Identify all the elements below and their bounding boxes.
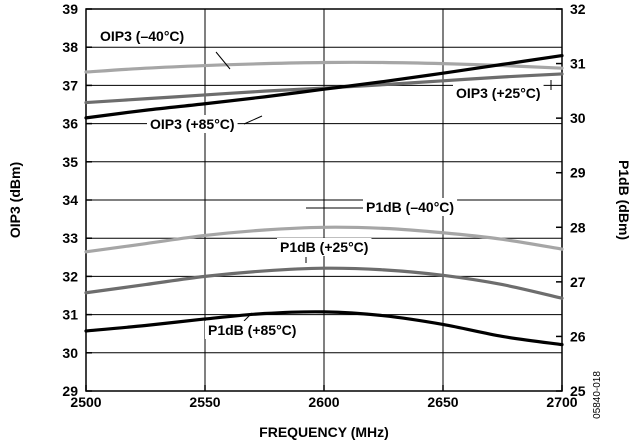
y-left-tick-label: 35 (62, 154, 78, 170)
y-left-tick-label: 29 (62, 383, 78, 399)
y-right-tick-label: 26 (570, 328, 586, 344)
annotation-label-bg (453, 84, 544, 102)
series-line (84, 310, 564, 347)
x-tick-label: 2650 (427, 394, 458, 410)
series-line (84, 266, 564, 300)
annotation-label: OIP3 (+85°C) (150, 116, 235, 132)
y-right-tick-label: 29 (570, 165, 586, 181)
x-tick-label: 2700 (546, 394, 577, 410)
annotation-label-bg (147, 115, 238, 133)
series-line (84, 225, 564, 254)
y-left-tick-label: 31 (62, 307, 78, 323)
annotation-leader (215, 51, 231, 70)
series-line (84, 54, 564, 120)
y-right-tick-label: 30 (570, 110, 586, 126)
y-left-tick-label: 32 (62, 268, 78, 284)
y-right-tick-label: 27 (570, 274, 586, 290)
annotation-label: P1dB (+85°C) (208, 322, 296, 338)
annotation-label: P1dB (–40°C) (366, 199, 454, 215)
y-right-tick-label: 25 (570, 383, 586, 399)
y-left-tick-label: 37 (62, 77, 78, 93)
figure-code: 05840-018 (592, 371, 603, 419)
x-tick-label: 2550 (189, 394, 220, 410)
y-left-tick-label: 34 (62, 192, 78, 208)
y-right-tick-label: 31 (570, 56, 586, 72)
annotation-layer: OIP3 (–40°C) OIP3 (+25°C) OIP3 (+85°C) P1dB… (97, 27, 552, 339)
y-right-tick-label: 28 (570, 219, 586, 235)
y-right-tick-label: 32 (570, 1, 586, 17)
x-tick-label: 2500 (70, 394, 101, 410)
y-left-tick-label: 33 (62, 230, 78, 246)
annotation-label: OIP3 (–40°C) (100, 28, 184, 44)
y-axis-left-title: OIP3 (dBm) (7, 162, 23, 238)
x-axis-title: FREQUENCY (MHz) (259, 424, 389, 440)
y-left-tick-label: 36 (62, 116, 78, 132)
annotation-label-bg (277, 238, 372, 256)
series-line (84, 60, 564, 74)
y-left-tick-label: 30 (62, 345, 78, 361)
annotation-leader (243, 312, 253, 322)
y-left-tick-label: 38 (62, 39, 78, 55)
y-left-tick-label: 39 (62, 1, 78, 17)
annotation-label-bg (97, 27, 188, 45)
annotation-label: P1dB (+25°C) (280, 239, 368, 255)
y-axis-right-title: P1dB (dBm) (616, 160, 632, 240)
series-layer (84, 54, 564, 347)
annotation-leader (243, 115, 263, 125)
x-tick-label: 2600 (308, 394, 339, 410)
annotation-label-bg (205, 321, 300, 339)
annotation-label: OIP3 (+25°C) (456, 85, 541, 101)
tick-layer: 2500 2550 2600 2650 2700 29 30 31 32 33 34 35 36 37 38… (62, 1, 585, 410)
annotation-label-bg (363, 198, 458, 216)
